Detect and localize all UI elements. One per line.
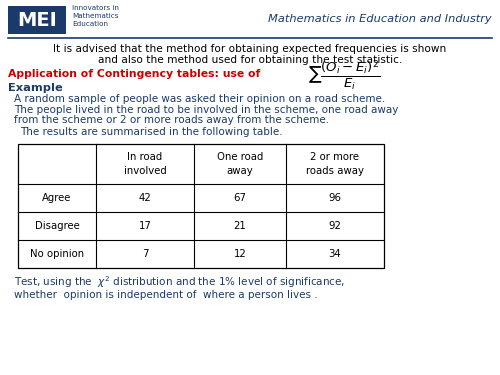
Text: Education: Education bbox=[72, 21, 108, 27]
Text: Mathematics in Education and Industry: Mathematics in Education and Industry bbox=[268, 14, 492, 24]
Text: Disagree: Disagree bbox=[34, 221, 80, 231]
Text: Mathematics: Mathematics bbox=[72, 13, 118, 19]
Text: 17: 17 bbox=[138, 221, 151, 231]
Text: The people lived in the road to be involved in the scheme, one road away: The people lived in the road to be invol… bbox=[14, 105, 398, 115]
Text: Application of Contingency tables: use of: Application of Contingency tables: use o… bbox=[8, 69, 260, 79]
Text: 34: 34 bbox=[328, 249, 342, 259]
Text: One road
away: One road away bbox=[217, 152, 263, 176]
Text: 96: 96 bbox=[328, 193, 342, 203]
Text: $\sum\dfrac{(O_i - E_i)^2}{E_i}$: $\sum\dfrac{(O_i - E_i)^2}{E_i}$ bbox=[308, 58, 380, 92]
Text: Agree: Agree bbox=[42, 193, 71, 203]
Text: 92: 92 bbox=[328, 221, 342, 231]
Text: MEI: MEI bbox=[17, 10, 57, 30]
Text: 42: 42 bbox=[138, 193, 151, 203]
Text: whether  opinion is independent of  where a person lives .: whether opinion is independent of where … bbox=[14, 290, 318, 300]
Text: The results are summarised in the following table.: The results are summarised in the follow… bbox=[20, 127, 282, 137]
Text: Example: Example bbox=[8, 83, 63, 93]
Text: Test, using the  $\chi^2$ distribution and the 1% level of significance,: Test, using the $\chi^2$ distribution an… bbox=[14, 274, 345, 290]
Text: and also the method used for obtaining the test statistic.: and also the method used for obtaining t… bbox=[98, 55, 402, 65]
Text: It is advised that the method for obtaining expected frequencies is shown: It is advised that the method for obtain… bbox=[54, 44, 446, 54]
Text: 21: 21 bbox=[234, 221, 246, 231]
Text: from the scheme or 2 or more roads away from the scheme.: from the scheme or 2 or more roads away … bbox=[14, 115, 329, 125]
Text: In road
involved: In road involved bbox=[124, 152, 166, 176]
Bar bbox=[8, 6, 66, 34]
Text: 2 or more
roads away: 2 or more roads away bbox=[306, 152, 364, 176]
Text: 12: 12 bbox=[234, 249, 246, 259]
Text: No opinion: No opinion bbox=[30, 249, 84, 259]
Text: Innovators in: Innovators in bbox=[72, 5, 119, 11]
Text: 7: 7 bbox=[142, 249, 148, 259]
Bar bbox=[18, 144, 384, 268]
Text: 67: 67 bbox=[234, 193, 246, 203]
Text: A random sample of people was asked their opinion on a road scheme.: A random sample of people was asked thei… bbox=[14, 94, 385, 104]
